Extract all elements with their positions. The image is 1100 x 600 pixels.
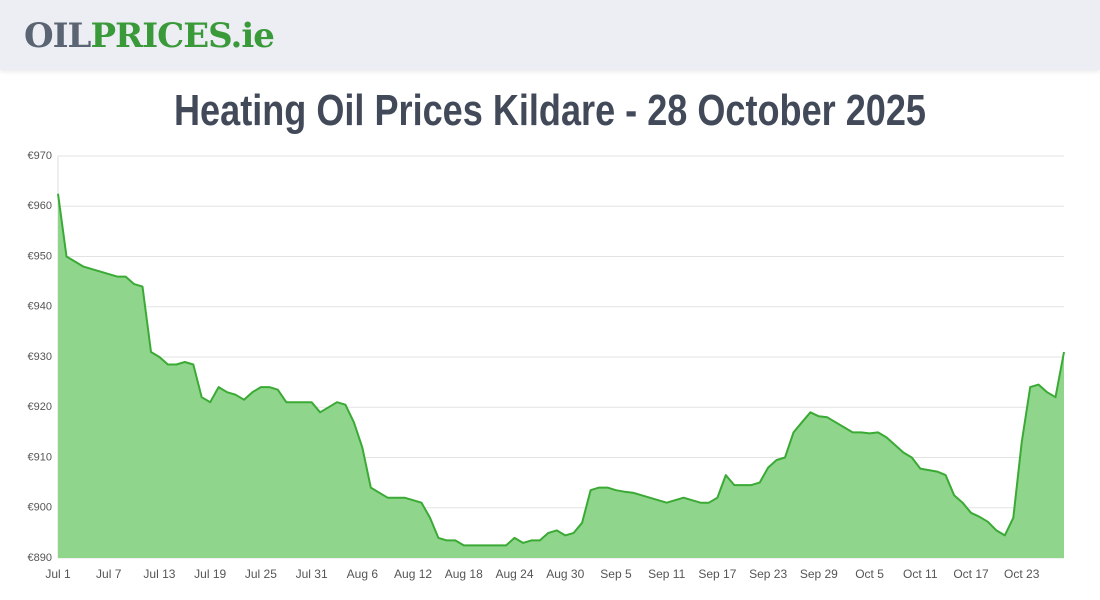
y-tick-label: €920 [28, 401, 52, 413]
y-tick-label: €900 [28, 502, 52, 514]
logo-text: PRICES.ie [90, 16, 274, 56]
x-tick-label: Jul 1 [45, 567, 71, 581]
y-tick-label: €950 [28, 250, 52, 262]
y-tick-label: €970 [28, 150, 52, 162]
x-tick-label: Jul 13 [143, 567, 175, 581]
x-tick-label: Oct 5 [855, 567, 884, 581]
x-tick-label: Aug 12 [394, 567, 432, 581]
x-tick-label: Sep 17 [698, 567, 736, 581]
x-tick-label: Sep 11 [648, 567, 685, 581]
x-tick-label: Jul 19 [194, 567, 226, 581]
x-tick-label: Aug 24 [495, 567, 533, 581]
y-tick-label: €890 [28, 552, 52, 564]
x-tick-label: Oct 23 [1004, 567, 1040, 581]
x-tick-label: Sep 23 [749, 567, 787, 581]
logo-text: OIL [24, 16, 91, 56]
x-tick-label: Jul 31 [296, 567, 328, 581]
x-tick-label: Oct 17 [953, 567, 989, 581]
x-tick-label: Jul 7 [96, 567, 122, 581]
logo[interactable]: OILPRICES.ie [24, 16, 275, 56]
x-tick-label: Sep 29 [800, 567, 838, 581]
line [57, 193, 1065, 547]
x-tick-label: Aug 18 [445, 567, 483, 581]
x-tick-label: Sep 5 [600, 567, 632, 581]
x-tick-label: Jul 25 [245, 567, 277, 581]
y-tick-label: €930 [28, 351, 52, 363]
area [58, 193, 1064, 558]
y-tick-label: €940 [28, 301, 52, 313]
chart-title: Heating Oil Prices Kildare - 28 October … [174, 86, 926, 135]
y-tick-label: €960 [28, 200, 52, 212]
header: OILPRICES.ie [0, 0, 1100, 70]
x-tick-label: Aug 30 [546, 567, 584, 581]
y-tick-label: €910 [28, 451, 52, 463]
x-tick-label: Oct 11 [903, 567, 938, 581]
x-tick-label: Aug 6 [347, 567, 379, 581]
